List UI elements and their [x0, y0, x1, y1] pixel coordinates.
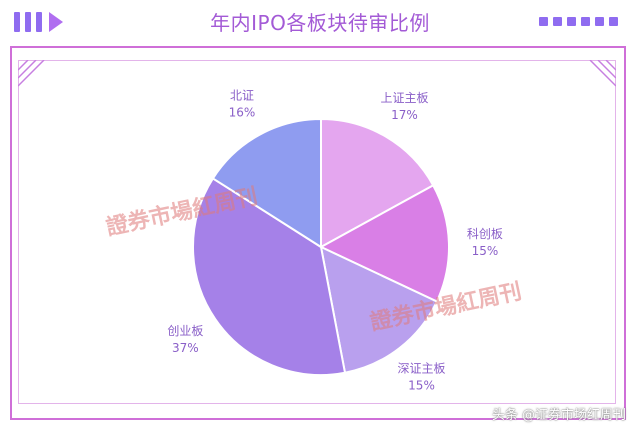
slice-value-label: 17%: [391, 108, 418, 122]
pie-slice: [319, 245, 439, 374]
pie-slice: [211, 117, 322, 249]
corner-stripes-right: [589, 60, 616, 87]
slice-name-label: 科创板: [467, 227, 503, 241]
slice-name-label: 上证主板: [380, 91, 428, 105]
corner-stripes-left: [18, 60, 45, 87]
slice-name-label: 深证主板: [398, 362, 446, 376]
source-credit: 头条 @证券市场红周刊: [491, 408, 626, 423]
pie-slice: [320, 117, 435, 249]
slice-value-label: 15%: [408, 379, 435, 393]
slice-name-label: 北证: [230, 88, 254, 102]
slice-value-label: 16%: [229, 105, 256, 119]
page-title: 年内IPO各板块待审比例: [210, 11, 430, 35]
header-decoration-left: [14, 12, 63, 32]
slice-value-label: 37%: [172, 341, 199, 355]
pie-slice: [318, 183, 450, 303]
header: 年内IPO各板块待审比例: [0, 0, 640, 44]
chart-frame-inner: [18, 60, 616, 404]
pie-slice: [192, 177, 347, 376]
header-decoration-right: [539, 17, 618, 26]
slice-name-label: 创业板: [167, 324, 203, 338]
slice-value-label: 15%: [472, 244, 499, 258]
chart-frame-outer: [10, 46, 626, 420]
